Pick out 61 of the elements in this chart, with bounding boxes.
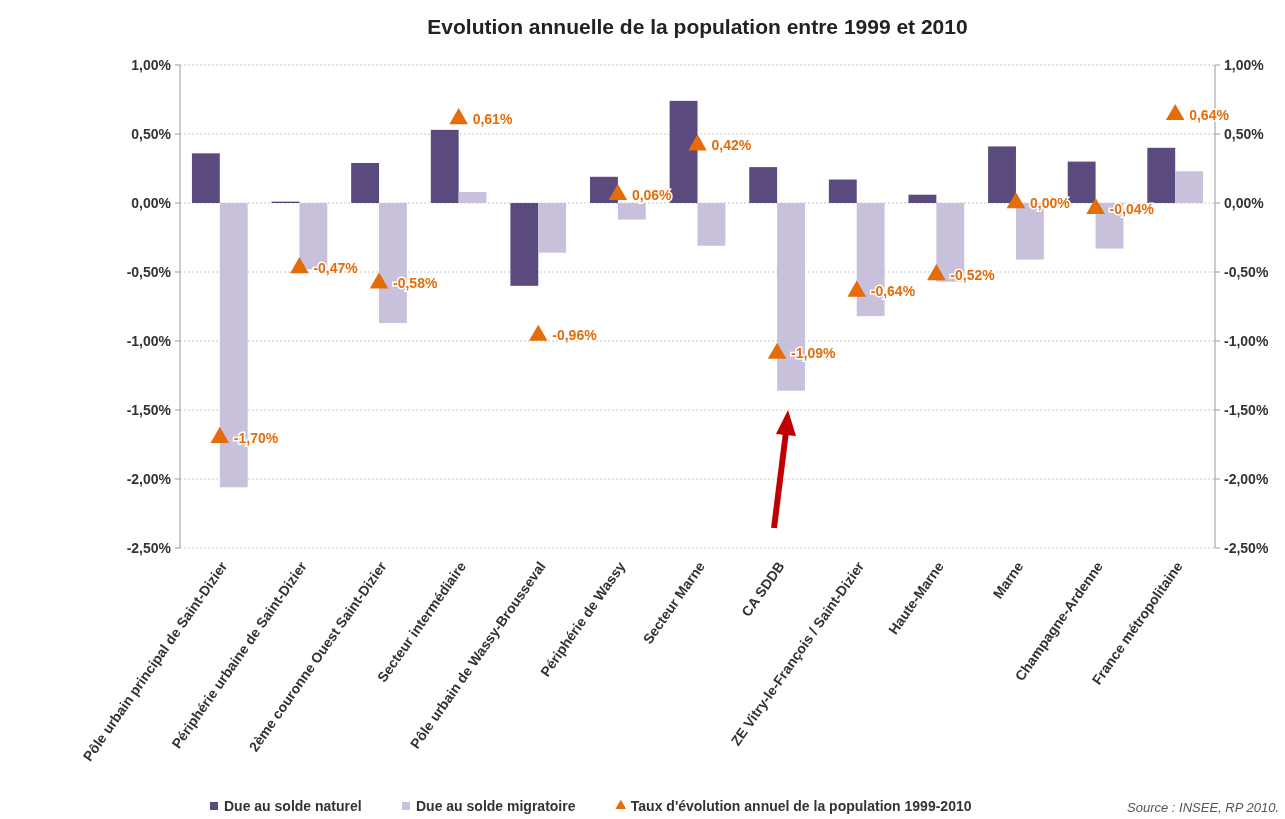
bar bbox=[430, 129, 459, 203]
point bbox=[767, 342, 787, 359]
bar bbox=[908, 194, 937, 203]
bar bbox=[351, 162, 380, 203]
y2-tick-label: -1,50% bbox=[1224, 402, 1269, 418]
bar bbox=[1175, 171, 1204, 203]
point bbox=[290, 257, 309, 274]
point bbox=[927, 264, 946, 281]
data-label: -1,70% bbox=[233, 429, 279, 446]
data-label: 0,00% bbox=[1029, 195, 1071, 211]
y-tick-label: -1,00% bbox=[126, 333, 172, 349]
y-tick-label: -1,50% bbox=[126, 402, 172, 418]
bar bbox=[828, 179, 857, 203]
bar bbox=[458, 191, 487, 203]
bar bbox=[538, 203, 567, 253]
data-label: -0,64% bbox=[870, 283, 916, 300]
data-label: -0,52% bbox=[950, 266, 996, 283]
point bbox=[847, 280, 867, 297]
y-tick-label: 0,00% bbox=[131, 195, 172, 211]
data-label: 0,64% bbox=[1189, 106, 1230, 123]
point bbox=[1165, 103, 1185, 121]
legend-label: Due au solde naturel bbox=[224, 798, 362, 814]
data-label: -0,47% bbox=[313, 259, 359, 276]
y2-tick-label: -0,50% bbox=[1224, 264, 1269, 280]
y2-tick-label: 0,50% bbox=[1224, 126, 1265, 142]
data-label: 0,42% bbox=[711, 137, 752, 154]
point bbox=[528, 324, 548, 341]
bar bbox=[988, 146, 1016, 203]
point bbox=[449, 108, 468, 125]
point bbox=[608, 183, 628, 201]
y2-tick-label: 1,00% bbox=[1224, 57, 1265, 73]
bar bbox=[669, 100, 698, 203]
point bbox=[688, 134, 707, 151]
data-label: -0,96% bbox=[552, 327, 598, 344]
y2-tick-label: -1,00% bbox=[1224, 333, 1269, 349]
y-tick-label: -0,50% bbox=[126, 264, 172, 280]
point bbox=[210, 426, 230, 443]
y2-tick-label: -2,50% bbox=[1224, 540, 1269, 556]
legend-label: Taux d'évolution annuel de la population 1999-2010 bbox=[630, 798, 972, 814]
point bbox=[1086, 197, 1105, 214]
y-tick-label: 0,50% bbox=[131, 126, 172, 142]
y-tick-label: 1,00% bbox=[131, 57, 172, 73]
y-tick-label: -2,00% bbox=[126, 471, 172, 487]
point bbox=[1006, 192, 1026, 209]
y2-tick-label: -2,00% bbox=[1224, 471, 1269, 487]
legend-label: Due au solde migratoire bbox=[416, 798, 576, 814]
data-label: -1,09% bbox=[791, 345, 837, 362]
data-label: -0,58% bbox=[393, 275, 438, 292]
y-tick-label: -2,50% bbox=[126, 540, 172, 556]
point bbox=[369, 272, 389, 289]
bar bbox=[191, 153, 220, 203]
source-note: Source : INSEE, RP 2010. bbox=[1127, 800, 1279, 815]
data-label: -0,04% bbox=[1109, 200, 1155, 217]
bar bbox=[697, 203, 726, 246]
bar bbox=[617, 203, 646, 220]
bar bbox=[510, 203, 539, 286]
bar bbox=[749, 167, 778, 203]
y2-tick-label: 0,00% bbox=[1224, 195, 1265, 211]
bar bbox=[1147, 147, 1176, 203]
data-label: 0,61% bbox=[472, 110, 513, 127]
chart-title: Evolution annuelle de la population entre 1999 et 2010 bbox=[427, 15, 968, 38]
